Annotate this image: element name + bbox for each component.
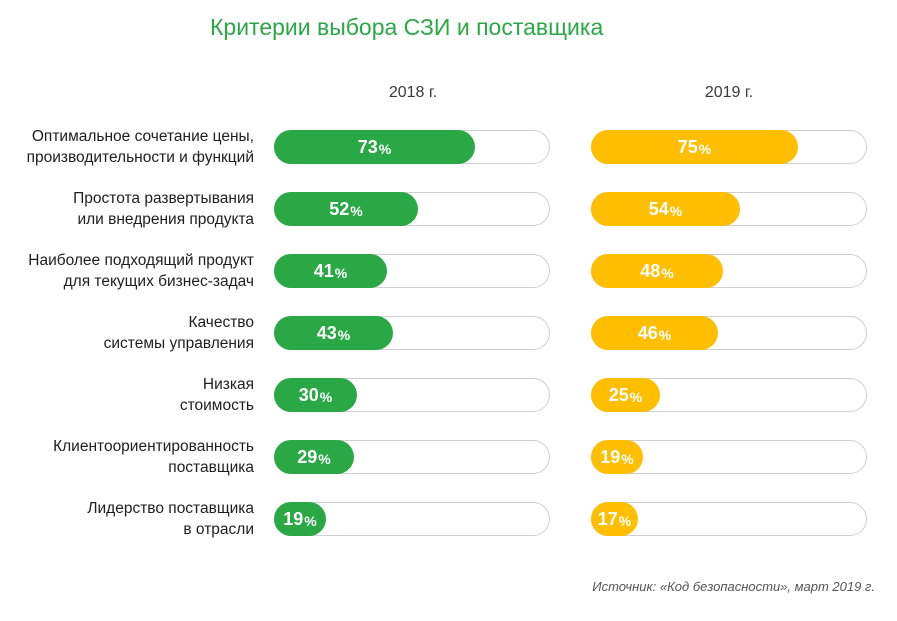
bar: 46% <box>591 316 718 350</box>
bar-value-label: 52 <box>329 198 350 219</box>
bar: 52% <box>274 192 418 226</box>
bar-unit-label: % <box>337 327 351 343</box>
bar-value-label: 54 <box>648 198 669 219</box>
bar-unit-label: % <box>378 141 392 157</box>
row-label-line: Простота развертывания <box>73 190 254 207</box>
bar-value-label: 43 <box>316 322 337 343</box>
bar-unit-label: % <box>669 203 683 219</box>
bar: 25% <box>591 378 660 412</box>
row-label-line: стоимость <box>179 397 254 414</box>
row-label: Лидерство поставщика в отрасли <box>0 498 254 540</box>
row-label-line: в отрасли <box>183 521 254 538</box>
row-label-line: системы управления <box>103 335 254 352</box>
chart-title: Критерии выбора СЗИ и поставщика <box>210 14 604 40</box>
row-label: Низкая стоимость <box>0 374 254 416</box>
row-label: Качество системы управления <box>0 312 254 354</box>
bar-unit-label: % <box>319 389 333 405</box>
bar-unit-label: % <box>334 265 348 281</box>
bar-value-label: 73 <box>357 136 378 157</box>
bar: 29% <box>274 440 354 474</box>
row-label-line: Низкая <box>202 376 254 393</box>
bar: 30% <box>274 378 357 412</box>
row-label-line: производительности и функций <box>26 149 254 166</box>
row-label-line: поставщика <box>168 459 254 476</box>
bar-value-label: 17 <box>597 508 618 529</box>
bar-value-label: 48 <box>640 260 661 281</box>
row-label: Наиболее подходящий продукт для текущих б… <box>0 250 254 292</box>
bar: 41% <box>274 254 387 288</box>
bar-unit-label: % <box>658 327 672 343</box>
bar-value-label: 19 <box>600 446 621 467</box>
bar-value-label: 25 <box>608 384 629 405</box>
row-label-line: Клиентоориентированность <box>53 438 254 455</box>
bar-unit-label: % <box>350 203 363 219</box>
row-label: Клиентоориентированность поставщика <box>0 436 254 478</box>
series-header-2018: 2018 г. <box>388 84 438 101</box>
row-label: Простота развертывания или внедрения прод… <box>0 188 254 230</box>
bar: 48% <box>591 254 723 288</box>
bar-value-label: 75 <box>677 136 698 157</box>
bar-value-label: 29 <box>297 446 318 467</box>
bar: 19% <box>274 502 326 536</box>
row-label-line: для текущих бизнес-задач <box>63 273 254 290</box>
row-label-line: Наиболее подходящий продукт <box>28 252 254 269</box>
series-header-2019: 2019 г. <box>704 84 754 101</box>
bar-unit-label: % <box>661 265 674 281</box>
bar-unit-label: % <box>318 451 331 467</box>
bar-unit-label: % <box>618 513 632 529</box>
row-label-line: Лидерство поставщика <box>87 500 254 517</box>
bar-value-label: 19 <box>283 508 304 529</box>
bar: 17% <box>591 502 638 536</box>
bar-value-label: 41 <box>313 260 334 281</box>
bar: 19% <box>591 440 643 474</box>
source-note: Источник: «Код безопасности», март 2019 … <box>592 579 875 594</box>
bar-unit-label: % <box>698 141 712 157</box>
bar: 54% <box>591 192 740 226</box>
row-label-line: Качество <box>188 314 254 331</box>
bar: 43% <box>274 316 393 350</box>
row-label: Оптимальное сочетание цены, производитель… <box>0 126 254 168</box>
row-label-line: Оптимальное сочетание цены, <box>31 128 254 145</box>
bar: 75% <box>591 130 798 164</box>
bar-unit-label: % <box>629 389 643 405</box>
bar-value-label: 46 <box>637 322 658 343</box>
bar-unit-label: % <box>304 513 317 529</box>
bar-unit-label: % <box>621 451 634 467</box>
row-label-line: или внедрения продукта <box>77 211 254 228</box>
bar: 73% <box>274 130 475 164</box>
bar-value-label: 30 <box>298 384 319 405</box>
